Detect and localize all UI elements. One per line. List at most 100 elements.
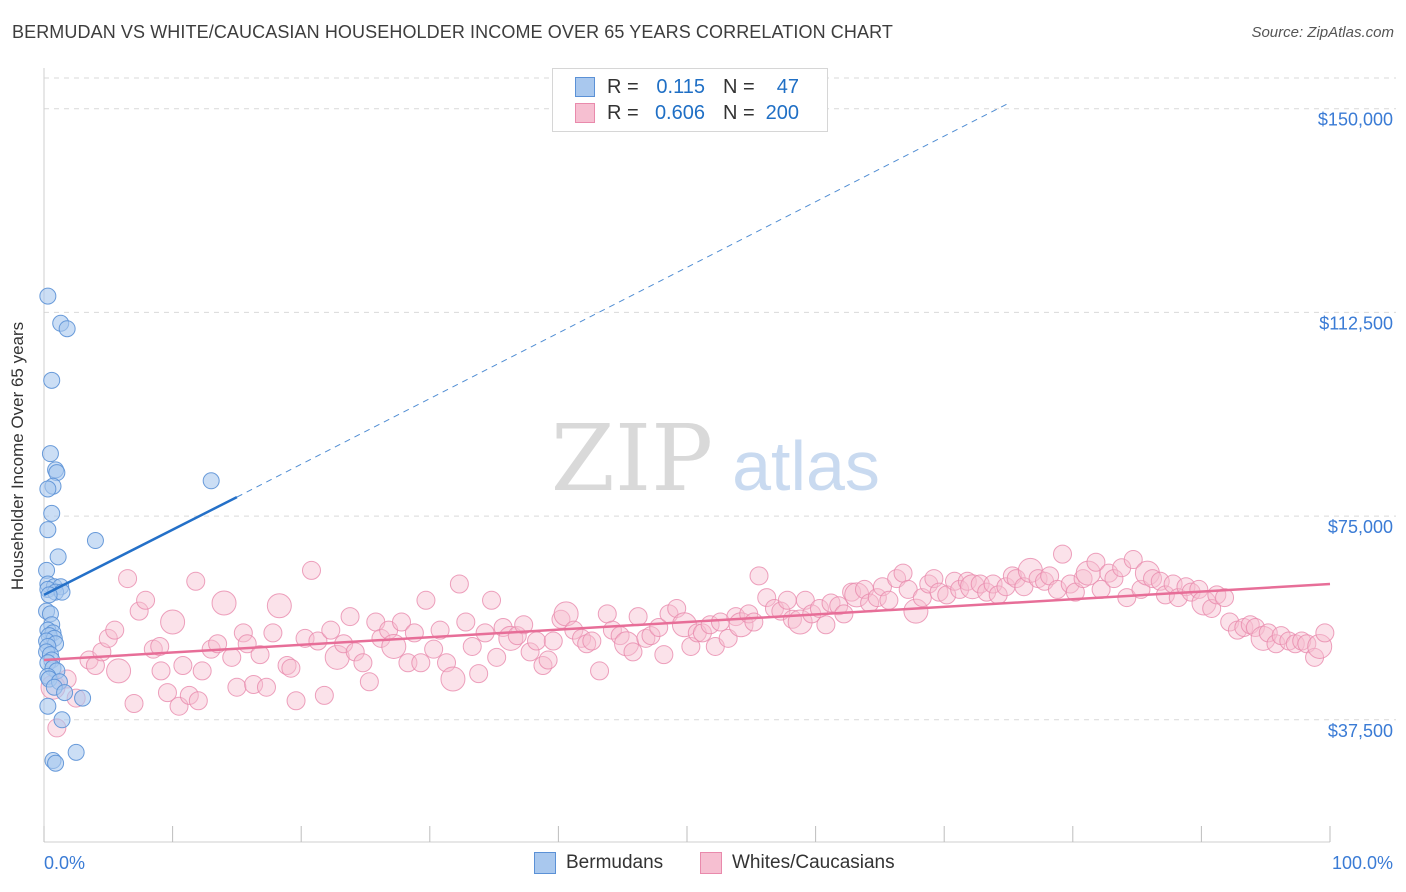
whites-point [577, 634, 597, 654]
whites-point [514, 615, 534, 635]
whites-point [1189, 579, 1209, 599]
legend-row-bermudans: R = 0.115 N = 47 [575, 74, 799, 100]
whites-point [456, 612, 476, 632]
y-tick-label: $112,500 [1319, 313, 1393, 333]
whites-point [950, 579, 970, 599]
bermudans-point [202, 472, 220, 490]
whites-point [777, 590, 797, 610]
whites-point [1099, 563, 1119, 583]
whites-point [411, 653, 431, 673]
whites-point [887, 569, 907, 589]
whites-point [150, 636, 170, 656]
whites-point [898, 579, 918, 599]
whites-point [321, 620, 341, 640]
whites-point [929, 582, 949, 602]
bermudans-point [74, 689, 92, 707]
watermark: ZIP atlas [551, 405, 880, 512]
bermudans-swatch [575, 77, 595, 97]
whites-point [211, 590, 237, 616]
series-legend: Bermudans Whites/Caucasians [0, 852, 1406, 876]
whites-point [654, 645, 674, 665]
whites-point [487, 647, 507, 667]
whites-point [105, 620, 125, 640]
whites-point [692, 623, 712, 643]
legend-row-whites: R = 0.606 N = 200 [575, 100, 799, 126]
bermudans-points [38, 287, 220, 772]
r-label: R = [607, 101, 639, 124]
whites-point [186, 571, 206, 591]
n-label: N = [723, 75, 755, 98]
whites-point [416, 590, 436, 610]
whites-point [222, 647, 242, 667]
whites-point [250, 645, 270, 665]
whites-point [744, 612, 764, 632]
whites-point [106, 658, 132, 684]
bermudans-point [41, 445, 59, 463]
whites-point [392, 612, 412, 632]
whites-point [597, 604, 617, 624]
r-label: R = [607, 75, 639, 98]
whites-point [462, 636, 482, 656]
whites-point [1215, 588, 1235, 608]
whites-point [1292, 631, 1312, 651]
whites-point [671, 612, 697, 638]
whites-point [233, 623, 253, 643]
whites-point [124, 693, 144, 713]
y-tick-label: $150,000 [1318, 110, 1393, 130]
whites-point [281, 658, 301, 678]
bermudans-point [39, 480, 57, 498]
whites-point [903, 598, 929, 624]
legend-item-bermudans[interactable]: Bermudans [534, 852, 663, 874]
bermudans-point [39, 697, 57, 715]
whites-point [582, 631, 602, 651]
whites-point [266, 593, 292, 619]
whites-point [1086, 552, 1106, 572]
bermudans-n-value: 47 [776, 75, 799, 98]
whites-point [919, 574, 939, 594]
whites-point [160, 609, 186, 635]
bermudans-point [39, 287, 57, 305]
y-tick-label: $75,000 [1328, 517, 1393, 537]
whites-point [757, 588, 777, 608]
whites-point [641, 626, 661, 646]
whites-point [1123, 550, 1143, 570]
whites-point [469, 664, 489, 684]
legend-item-whites[interactable]: Whites/Caucasians [700, 852, 895, 874]
whites-point [430, 620, 450, 640]
tick-labels: $37,500 $75,000 $112,500 $150,000 0.0% 100.0% [44, 110, 1393, 873]
whites-legend-label: Whites/Caucasians [732, 852, 895, 873]
whites-point [879, 590, 899, 610]
whites-swatch [575, 103, 595, 123]
whites-point [1053, 544, 1073, 564]
whites-point [345, 642, 365, 662]
whites-point [208, 634, 228, 654]
whites-point [173, 655, 193, 675]
bermudans-trend-extension [236, 102, 1009, 498]
bermudans-trend-line [43, 495, 238, 596]
x-tick-label-max: 100.0% [1332, 853, 1393, 873]
whites-point [520, 642, 540, 662]
whites-point [628, 607, 648, 627]
whites-point [227, 677, 247, 697]
whites-point [424, 639, 444, 659]
whites-point [1315, 623, 1335, 643]
whites-point [1104, 569, 1124, 589]
whites-point [816, 615, 836, 635]
whites-point [821, 593, 841, 613]
whites-point [192, 661, 212, 681]
bermudans-point [56, 684, 74, 702]
whites-point [129, 601, 149, 621]
whites-point [286, 691, 306, 711]
whites-point [179, 685, 199, 705]
chart-title: BERMUDAN VS WHITE/CAUCASIAN HOUSEHOLDER … [12, 22, 893, 42]
bermudans-point [43, 504, 61, 522]
whites-point [867, 588, 887, 608]
whites-point [636, 628, 656, 648]
bermudans-point [53, 711, 71, 729]
whites-point [1307, 633, 1333, 659]
whites-point [324, 644, 350, 670]
whites-point [482, 590, 502, 610]
bermudans-point [67, 743, 85, 761]
whites-trend-line [43, 582, 1331, 662]
whites-n-value: 200 [765, 101, 799, 124]
